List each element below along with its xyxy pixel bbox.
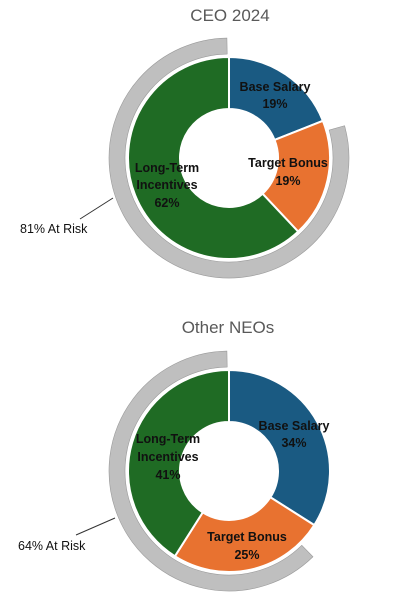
neo-lti-name-line2: Incentives — [137, 450, 198, 464]
ceo-base-salary-name-label: Base Salary — [240, 80, 311, 94]
ceo-lti-name-line2: Incentives — [136, 178, 197, 192]
ceo-at-risk-leader-line — [79, 197, 114, 220]
neo-lti-value-label: 41% — [155, 468, 180, 482]
ceo-at-risk-arc-group — [108, 37, 350, 279]
ceo-base-salary-value-label: 19% — [262, 97, 287, 111]
ceo-at-risk-label: 81% At Risk — [20, 222, 88, 236]
other-neos-chart: Other NEOs 64% At Risk Base Salary 34% T… — [18, 318, 331, 592]
neo-donut-slices — [127, 368, 331, 573]
ceo-chart-title: CEO 2024 — [190, 6, 269, 25]
neo-base-salary-name-label: Base Salary — [259, 419, 330, 433]
ceo-lti-name-line1: Long-Term — [135, 161, 199, 175]
ceo-target-bonus-name-label: Target Bonus — [248, 156, 328, 170]
neo-at-risk-arc — [108, 350, 314, 592]
ceo-target-bonus-value-label: 19% — [275, 174, 300, 188]
neo-lti-name-line1: Long-Term — [136, 432, 200, 446]
neo-long-term-incentives-slice — [127, 368, 230, 558]
neo-at-risk-label: 64% At Risk — [18, 539, 86, 553]
neo-base-salary-value-label: 34% — [281, 436, 306, 450]
ceo-at-risk-arc — [108, 37, 350, 279]
ceo-lti-value-label: 62% — [154, 196, 179, 210]
neo-target-bonus-value-label: 25% — [234, 548, 259, 562]
neo-chart-title: Other NEOs — [182, 318, 275, 337]
neo-target-bonus-name-label: Target Bonus — [207, 530, 287, 544]
ceo-long-term-incentives-slice — [127, 55, 300, 260]
neo-base-salary-slice — [228, 368, 331, 527]
ceo-2024-chart: CEO 2024 81% At Risk Base Salary 19% Tar… — [20, 6, 350, 279]
neo-target-bonus-slice — [173, 495, 316, 573]
neo-at-risk-arc-group — [108, 350, 314, 592]
ceo-donut-slices — [127, 55, 331, 260]
neo-at-risk-leader-line — [75, 517, 116, 536]
